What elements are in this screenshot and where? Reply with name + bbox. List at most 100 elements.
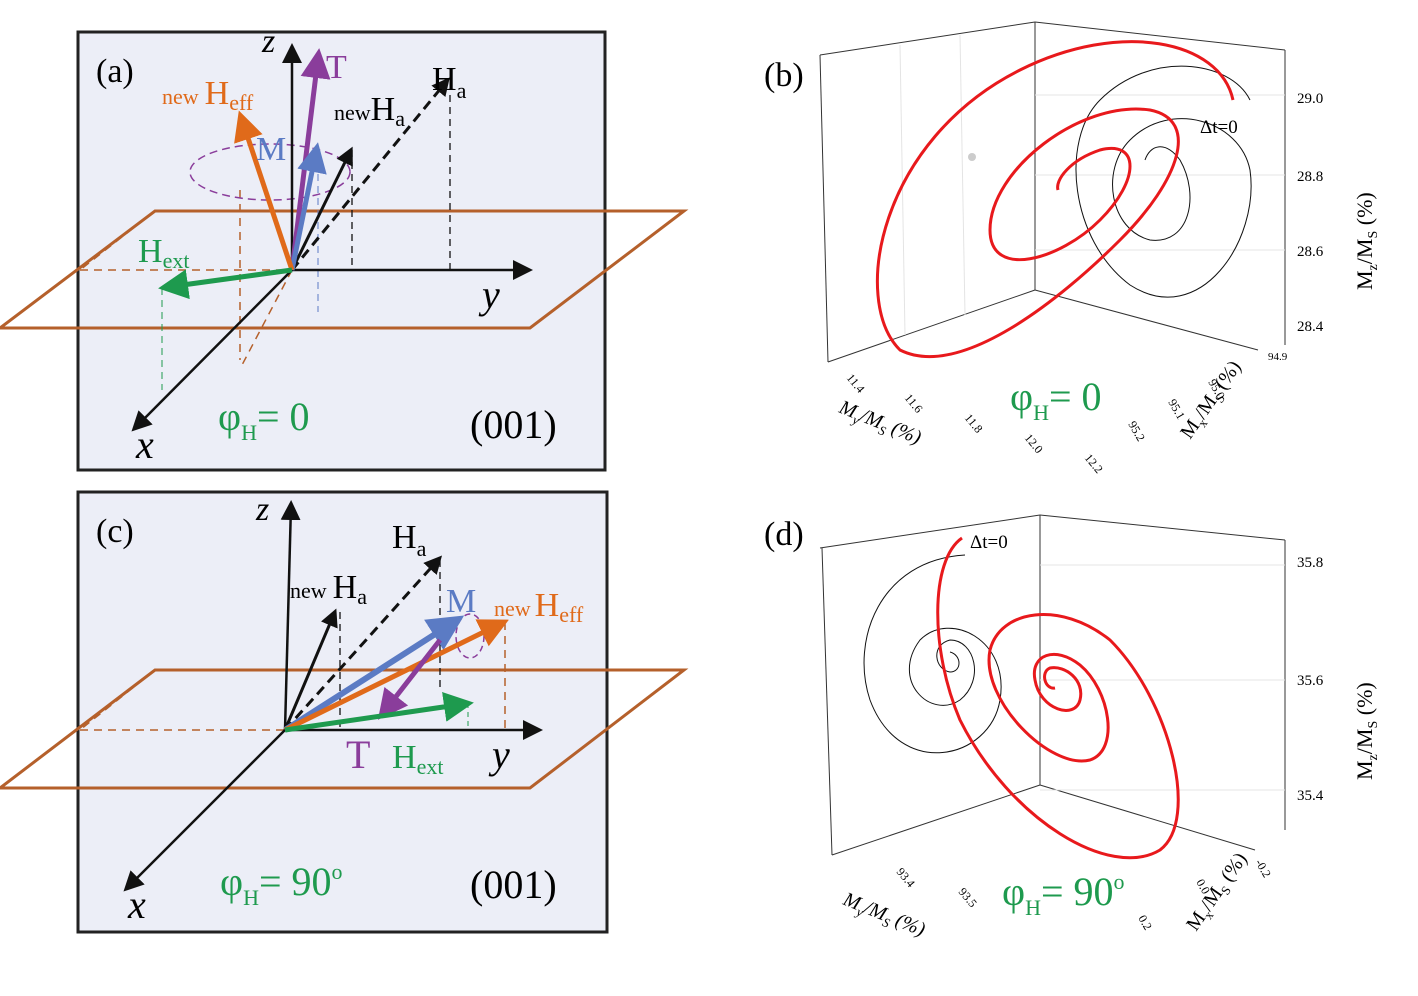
y-tick-label: 12.0 [1022,431,1046,456]
h-ext-vector [158,267,293,300]
main: H [535,587,560,624]
main: H [432,61,457,98]
annotation: Δt=0 [1200,117,1238,138]
panel-box [76,490,609,934]
main: H [333,569,358,606]
z-tick-label: 28.6 [1297,244,1324,260]
y-tick-label: 12.2 [1082,451,1106,476]
symbol: φ [1010,374,1033,419]
grid [1040,564,1285,791]
reference-trajectory [1075,65,1252,298]
unit: (%) [1214,849,1252,890]
plane-label: (001) [470,862,557,907]
z-tick-label: 29.0 [1297,91,1323,107]
symbol: φ [220,859,243,904]
axis-label: x [127,882,146,927]
mid: /M [1352,239,1377,265]
x-tick-label: 95.2 [1125,419,1148,444]
vector-label: Ha [392,519,427,561]
angle-label: φH= 90o [220,859,343,910]
prefix: new [290,578,327,603]
sub: a [457,78,467,103]
point [968,153,976,161]
y-tick-label: 11.4 [844,371,868,396]
sub: a [417,536,427,561]
unit: (%) [888,907,929,941]
vector-label: T [346,732,370,777]
new-h-a-vector [290,146,353,271]
vector-label: T [326,49,347,86]
angle-label: φH= 0 [218,394,310,445]
axis-label: y [478,272,500,317]
value: = 90 [259,859,332,904]
x-tick-label: 0.0 [1193,877,1213,897]
main: H [392,519,417,556]
main: H [205,75,230,112]
h-a-vector [290,77,450,271]
value: = 90 [1041,869,1114,914]
vector-label: M [256,131,286,168]
x-tick-label: 0.2 [1135,913,1155,933]
precession-cone [189,143,351,201]
prefix: new [334,100,371,125]
sub: ext [163,248,190,273]
axis-label: y [488,732,510,777]
h-eff-vector [234,110,295,271]
x-tick-label: 94.9 [1268,351,1288,363]
sub: S [1366,231,1381,239]
y-tick-label: 93.4 [894,865,918,890]
torque-vector [377,638,442,720]
box-3d [819,21,1286,363]
axis-label: z [261,23,275,60]
m-vector [283,615,465,733]
value: = 0 [257,394,310,439]
main: H [371,91,396,128]
vector-label: Hext [138,233,189,273]
angle-label: φH= 90o [1002,869,1125,920]
symbol: φ [1002,869,1025,914]
unit: (%) [1352,682,1377,720]
sub: H [1025,895,1041,920]
unit: (%) [884,415,925,449]
new-h-a-vector [283,608,338,731]
panel-label: (b) [764,57,804,94]
z-axis-label: Mz/MS (%) [1352,682,1381,780]
symbol: φ [218,394,241,439]
vector-label: Ha [432,61,467,103]
sub: H [241,420,257,445]
z-tick-label: 28.8 [1297,169,1323,185]
vector-label: Hext [392,739,443,779]
z-axis-label: Mz/MS (%) [1352,192,1381,290]
axis-label: x [135,422,154,467]
main: M [1352,270,1377,290]
vector-label: new Heff [162,75,254,115]
z-tick-label: 28.4 [1297,319,1324,335]
x-tick-label: -0.2 [1252,857,1274,880]
mid: /M [1352,729,1377,755]
plane-label: (001) [470,402,557,447]
grid [899,34,1285,336]
main: H [392,739,417,776]
axes [131,43,533,432]
trajectory [936,536,1180,860]
main: H [138,233,163,270]
y-tick-label: 11.8 [962,411,986,436]
panel-label: (c) [96,513,134,550]
h-eff-vector [283,619,509,733]
sub: ext [417,754,444,779]
prefix: new [494,596,531,621]
h-ext-vector [284,692,474,733]
reference-trajectory [863,554,1002,754]
y-tick-label: 11.6 [902,391,926,416]
vector-label: newHa [334,91,405,131]
projection-lines [351,95,451,270]
panel-label: (a) [96,53,134,90]
panel-d: (d) Δt=0 35.8 35.6 35.4 -0.2 0.0 0.2 93.… [764,514,1381,941]
main: M [1352,760,1377,780]
plane [0,668,689,790]
sub: z [1366,264,1381,270]
axes [123,500,543,892]
prefix: new [162,84,199,109]
panel-b: (b) Δt=0 29.0 28.8 28.6 28.4 94.9 95.0 9… [764,21,1381,476]
